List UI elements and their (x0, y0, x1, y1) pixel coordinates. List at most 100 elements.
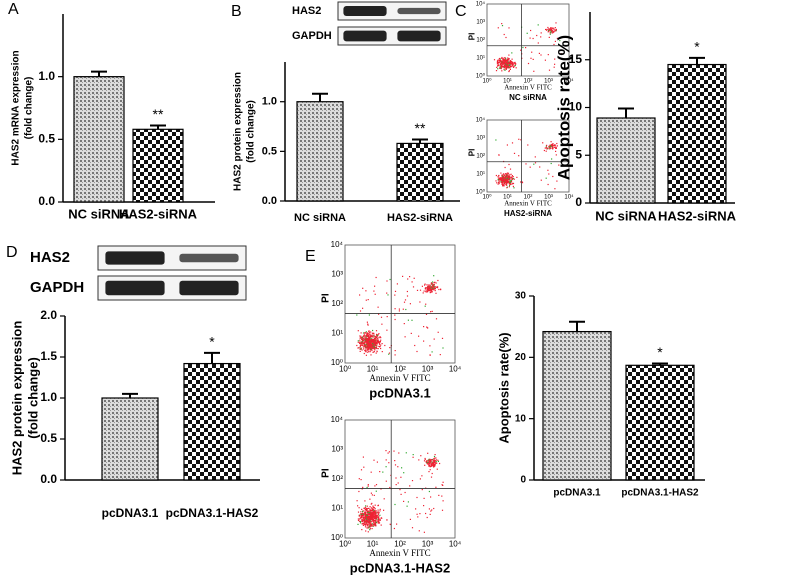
flow-dot (365, 332, 367, 334)
flow-dot (373, 506, 375, 509)
flow-dot (375, 510, 377, 512)
flow-dot (405, 308, 407, 311)
flow-dot (422, 292, 424, 294)
flow-dot (359, 346, 361, 348)
flow-dot (507, 63, 509, 65)
flow-dot (359, 350, 361, 352)
flow-dot (370, 335, 372, 337)
y-tick-label: 1.0 (262, 96, 277, 108)
flow-dot (502, 59, 504, 61)
flow-dot (425, 303, 427, 305)
flow-dot (368, 314, 370, 316)
flow-dot (514, 62, 516, 64)
flow-dot (373, 516, 375, 518)
flow-dot (424, 283, 426, 285)
flow-dot (430, 459, 432, 461)
x-tick-label: NC siRNA (294, 212, 346, 224)
flow-dot (432, 288, 434, 290)
flow-dot (360, 515, 362, 518)
flow-dot (551, 30, 553, 32)
flow-dot (504, 61, 506, 63)
flow-dot (508, 27, 510, 29)
flow-dot (419, 513, 421, 515)
flow-dot (370, 517, 372, 520)
flow-dot (416, 289, 419, 291)
flow-dot (509, 63, 511, 66)
flow-dot (371, 494, 373, 496)
flow-dot (373, 459, 375, 461)
flow-dot (378, 516, 380, 518)
flow-dot (370, 471, 372, 473)
flow-dot (370, 513, 372, 515)
flow-dot (368, 523, 370, 525)
flow-tick-label: 10⁰ (482, 77, 492, 84)
flow-dot (513, 62, 515, 64)
flow-dot (497, 27, 499, 29)
flow-dot (426, 284, 428, 286)
flow-dot (556, 180, 558, 182)
flow-dot (424, 458, 426, 461)
flow-dot (373, 343, 375, 345)
flow-tick-label: 10⁴ (476, 1, 486, 8)
flow-dot (551, 158, 553, 160)
flow-dot (371, 347, 373, 349)
flow-dot (371, 344, 373, 346)
flow-dot (424, 457, 426, 460)
flow-dot (361, 341, 363, 343)
flow-dot (366, 346, 368, 348)
flow-dot (504, 177, 506, 179)
flow-dot (509, 179, 511, 182)
flow-dot (437, 459, 439, 461)
flow-dot (429, 458, 431, 460)
flow-dot (367, 484, 369, 486)
y-tick-label: 1.5 (40, 349, 57, 363)
flow-dot (375, 352, 377, 354)
flow-dot (367, 346, 369, 348)
flow-dot (412, 456, 414, 458)
flow-dot (497, 65, 499, 67)
flow-dot (498, 64, 500, 66)
flow-dot (357, 330, 359, 332)
flow-dot (365, 299, 367, 301)
flow-dot (364, 526, 367, 528)
flow-dot (378, 313, 380, 315)
flow-dot (374, 511, 376, 513)
flow-dot (402, 275, 404, 277)
flow-dot (369, 336, 371, 338)
flow-dot (511, 178, 513, 181)
flow-dot (504, 166, 506, 169)
flow-dot (366, 519, 368, 521)
flow-dot (385, 450, 387, 452)
flow-dot (374, 525, 376, 527)
flow-dot (358, 520, 361, 522)
flow-dot (428, 461, 430, 463)
flow-dot (378, 345, 380, 347)
flow-dot (365, 507, 367, 509)
flow-dot (546, 28, 548, 30)
flow-dot (368, 346, 370, 348)
flow-dot (507, 58, 509, 60)
flow-dot (376, 522, 378, 524)
flow-dot (368, 516, 370, 518)
flow-dot (367, 527, 369, 529)
flow-dot (362, 512, 364, 514)
flow-tick-label: 10¹ (503, 78, 512, 84)
flow-tick-label: 10⁴ (476, 117, 486, 124)
flow-tick-label: 10⁴ (564, 77, 574, 84)
flow-tick-label: 10⁰ (476, 189, 486, 196)
flow-dot (368, 344, 370, 346)
flow-x-label: Annexin V FITC (504, 200, 552, 208)
flow-dot (498, 59, 500, 61)
flow-dot (432, 460, 434, 462)
flow-tick-label: 10³ (476, 20, 485, 26)
flow-dot (380, 316, 383, 318)
flow-dot (554, 188, 556, 190)
flow-dot (545, 146, 547, 148)
flow-dot (365, 290, 367, 292)
flow-dot (366, 345, 369, 347)
flow-dot (442, 347, 444, 349)
flow-dot (433, 287, 435, 289)
flow-dot (507, 182, 509, 184)
flow-tick-label: 10³ (544, 194, 553, 200)
flow-dot (366, 523, 368, 525)
